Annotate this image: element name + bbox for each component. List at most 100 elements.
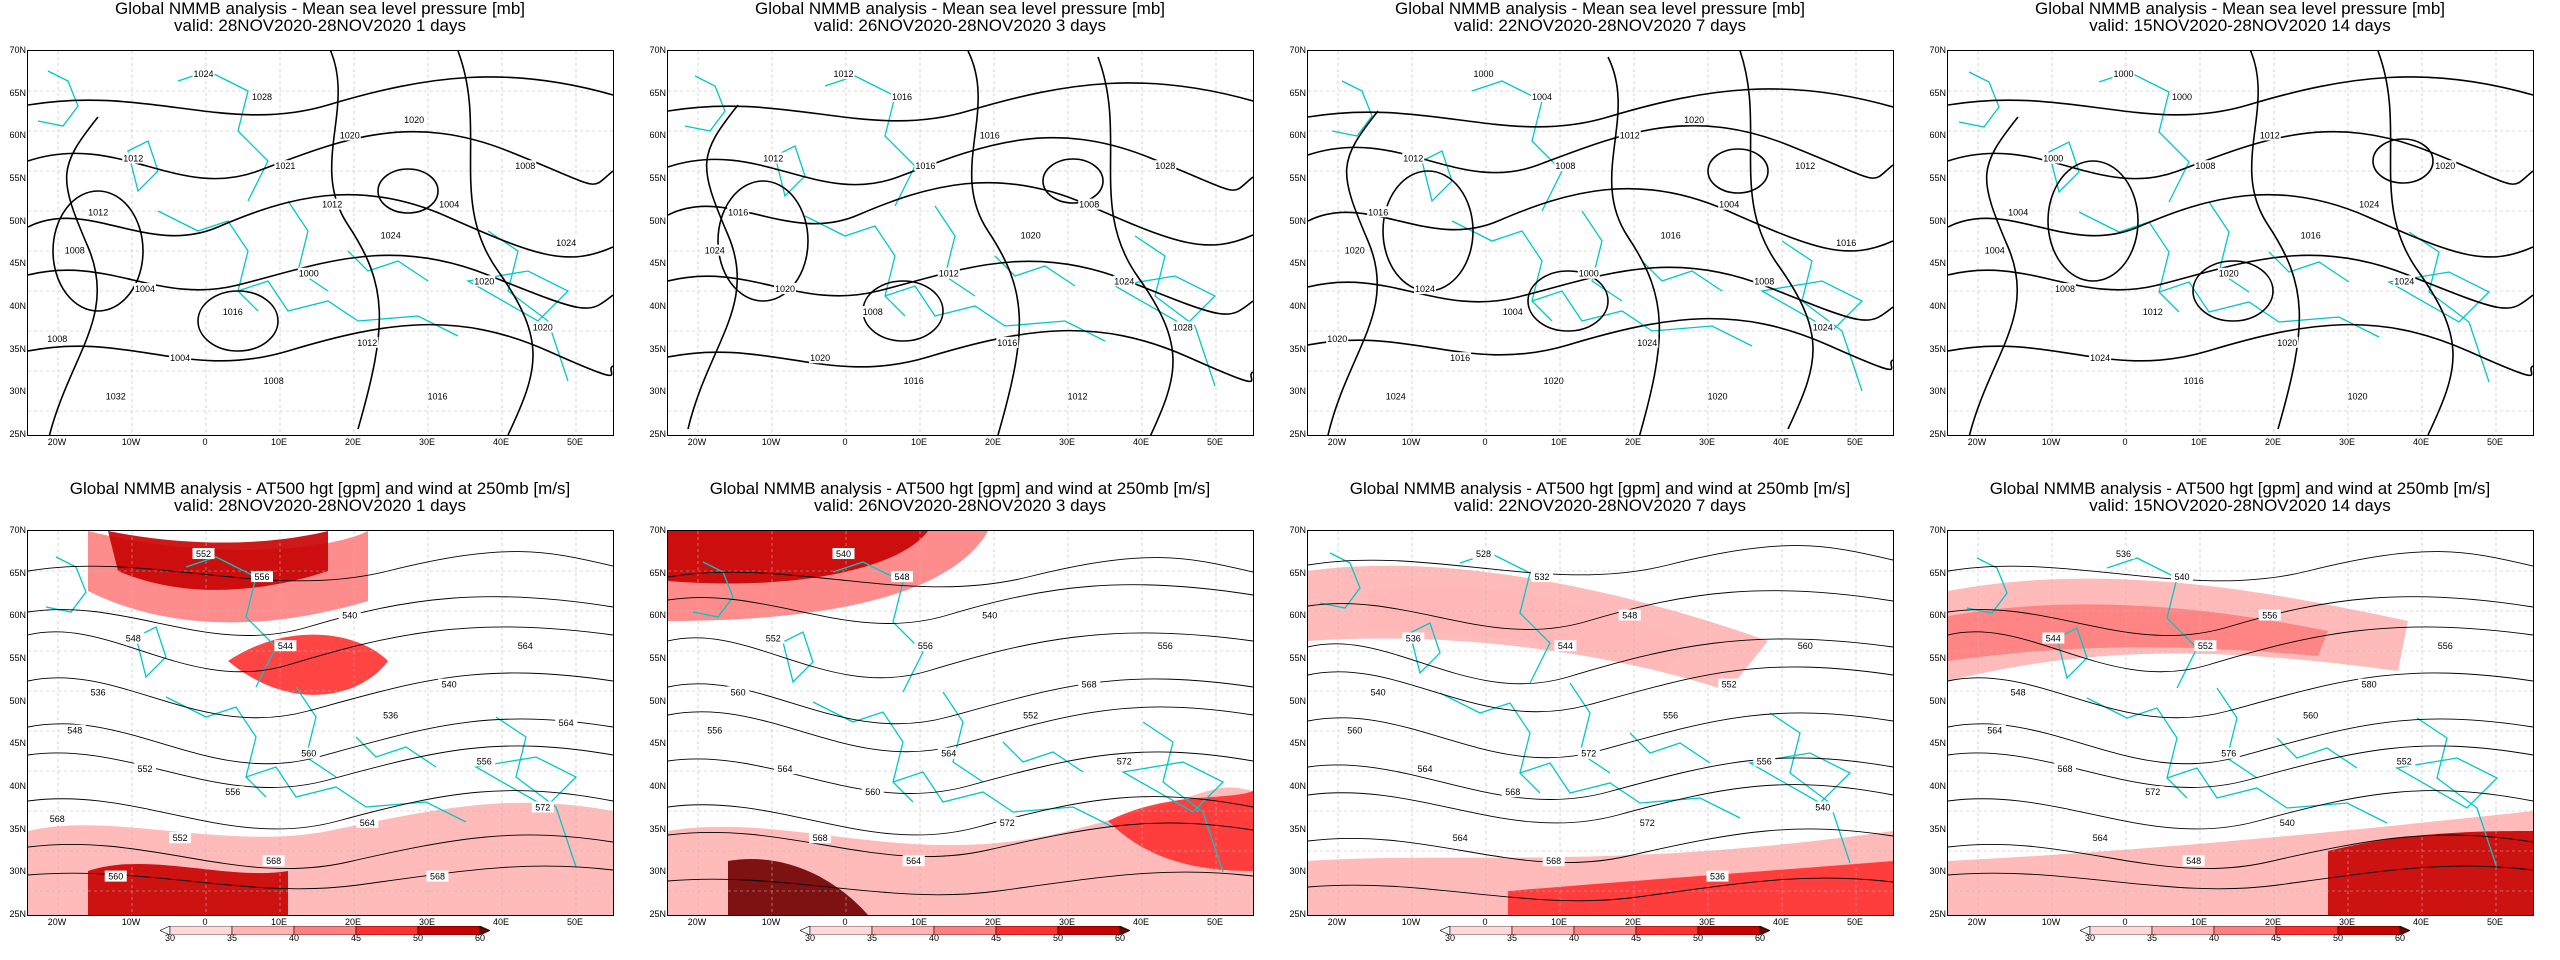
contour-label-background bbox=[1343, 724, 1366, 736]
contour-label: 556 bbox=[225, 787, 240, 797]
contour-label-background bbox=[2112, 548, 2135, 560]
contour-label-background bbox=[727, 686, 750, 698]
isobar bbox=[1327, 110, 1379, 435]
contour-label-background bbox=[1706, 870, 1729, 882]
contour-label: 540 bbox=[1815, 802, 1830, 812]
coastline bbox=[884, 285, 1106, 342]
contour-label-background bbox=[1659, 229, 1682, 241]
contour-label: 1000 bbox=[299, 269, 319, 279]
contour-label-background bbox=[1794, 160, 1817, 172]
geopotential-contour bbox=[668, 751, 1253, 794]
contour-label: 544 bbox=[1558, 641, 1573, 651]
panel-subtitle: valid: 26NOV2020-28NOV2020 3 days bbox=[813, 496, 1106, 515]
contour-label-background bbox=[1019, 229, 1042, 241]
isobar bbox=[668, 181, 1253, 246]
contour-label: 1024 bbox=[2394, 276, 2414, 286]
contour-label: 1020 bbox=[1684, 115, 1704, 125]
longitude-label: 10W bbox=[121, 917, 141, 927]
contour-label-background bbox=[902, 375, 925, 387]
wind-speed-shading bbox=[88, 863, 288, 915]
isobar bbox=[1739, 51, 1814, 430]
latitude-label: 45N bbox=[649, 258, 666, 269]
contour-label-background bbox=[774, 763, 796, 775]
map-frame: 552 556 548 536 544 540 536 548 552 556 560 540 556 5… bbox=[27, 530, 614, 916]
contour-label: 560 bbox=[1798, 641, 1813, 651]
contour-label: 1008 bbox=[1754, 276, 1774, 286]
coastline bbox=[2208, 201, 2250, 293]
contour-label-background bbox=[1618, 129, 1641, 141]
latitude-label: 35N bbox=[9, 823, 26, 834]
colorbar-level-label: 40 bbox=[2208, 933, 2219, 943]
contour-label: 1012 bbox=[322, 200, 342, 210]
contour-label: 540 bbox=[2280, 818, 2295, 828]
map-frame: 1000 1004 1012 1016 1008 1012 1016 1020 1024 1004… bbox=[1307, 50, 1894, 436]
contour-label: 1012 bbox=[88, 207, 108, 217]
closed-isobar bbox=[1527, 270, 1609, 332]
longitude-label: 40E bbox=[1772, 437, 1789, 447]
contour-label: 556 bbox=[1158, 641, 1173, 651]
latitude-label: 60N bbox=[649, 130, 666, 141]
latitude-label: 60N bbox=[1289, 130, 1306, 141]
contour-label-background bbox=[2217, 267, 2240, 279]
contour-label: 552 bbox=[173, 833, 188, 843]
contour-label: 532 bbox=[1534, 572, 1549, 582]
contour-label-background bbox=[1171, 321, 1194, 333]
contour-label-background bbox=[1811, 321, 1834, 333]
contour-label-background bbox=[555, 717, 578, 728]
contour-label: 1020 bbox=[2435, 161, 2455, 171]
contour-label-background bbox=[2141, 786, 2164, 798]
longitude-label: 30E bbox=[1058, 917, 1075, 927]
colorbar-level-label: 30 bbox=[804, 933, 815, 943]
contour-label: 1020 bbox=[1544, 376, 1564, 386]
latitude-label: 65N bbox=[1289, 87, 1306, 98]
coastline bbox=[1142, 721, 1224, 873]
contour-label-background bbox=[63, 724, 86, 736]
coastline bbox=[892, 771, 1114, 828]
contour-label: 1024 bbox=[2090, 353, 2110, 363]
contour-label-background bbox=[832, 548, 855, 560]
isobar bbox=[1948, 323, 2533, 377]
contour-label: 1008 bbox=[65, 246, 85, 256]
contour-label: 1024 bbox=[1637, 338, 1657, 348]
latitude-label: 25N bbox=[9, 909, 26, 919]
contour-label: 536 bbox=[91, 687, 106, 697]
coastline bbox=[127, 140, 159, 193]
isobar bbox=[687, 104, 739, 430]
contour-label-background bbox=[1326, 333, 1349, 344]
geopotential-contour bbox=[1308, 784, 1893, 824]
coastline bbox=[1471, 80, 1563, 212]
longitude-label: 40E bbox=[1772, 917, 1789, 927]
coastline bbox=[934, 205, 976, 297]
panel-title: Global NMMB analysis - AT500 hgt [gpm] a… bbox=[709, 479, 1211, 498]
contour-label: 1008 bbox=[1555, 161, 1575, 171]
coastline bbox=[942, 691, 984, 783]
map-frame: 540 548 552 560 556 540 552 556 564 560 564 568 572 5… bbox=[667, 530, 1254, 916]
contour-label: 1028 bbox=[1155, 161, 1175, 171]
contour-label: 552 bbox=[2198, 641, 2213, 651]
contour-label: 568 bbox=[2057, 764, 2072, 774]
contour-label: 568 bbox=[266, 856, 281, 866]
contour-label: 1020 bbox=[1345, 246, 1365, 256]
closed-isobar bbox=[1707, 148, 1769, 194]
geopotential-contour bbox=[1948, 834, 2533, 870]
longitude-label: 40E bbox=[2412, 917, 2429, 927]
contour-label-background bbox=[1402, 152, 1425, 164]
geopotential-contour bbox=[1308, 590, 1893, 630]
contour-label-background bbox=[2299, 709, 2322, 721]
isobar bbox=[1308, 266, 1893, 321]
coastline bbox=[2416, 717, 2498, 869]
contour-label: 1020 bbox=[2347, 392, 2367, 402]
coastline bbox=[295, 686, 337, 778]
panel-title: Global NMMB analysis - Mean sea level pr… bbox=[1394, 0, 1806, 18]
latitude-label: 55N bbox=[9, 653, 26, 663]
contour-label: 1016 bbox=[915, 161, 935, 171]
contour-label: 552 bbox=[2397, 756, 2412, 766]
contour-label-background bbox=[937, 747, 960, 759]
contour-label: 1020 bbox=[2219, 269, 2239, 279]
geopotential-contour bbox=[1948, 718, 2533, 765]
isobar bbox=[2249, 51, 2301, 430]
colorbar-level-label: 50 bbox=[1052, 933, 1063, 943]
longitude-label: 10E bbox=[2190, 437, 2207, 447]
longitude-label: 40E bbox=[492, 437, 509, 447]
latitude-label: 55N bbox=[9, 173, 26, 183]
